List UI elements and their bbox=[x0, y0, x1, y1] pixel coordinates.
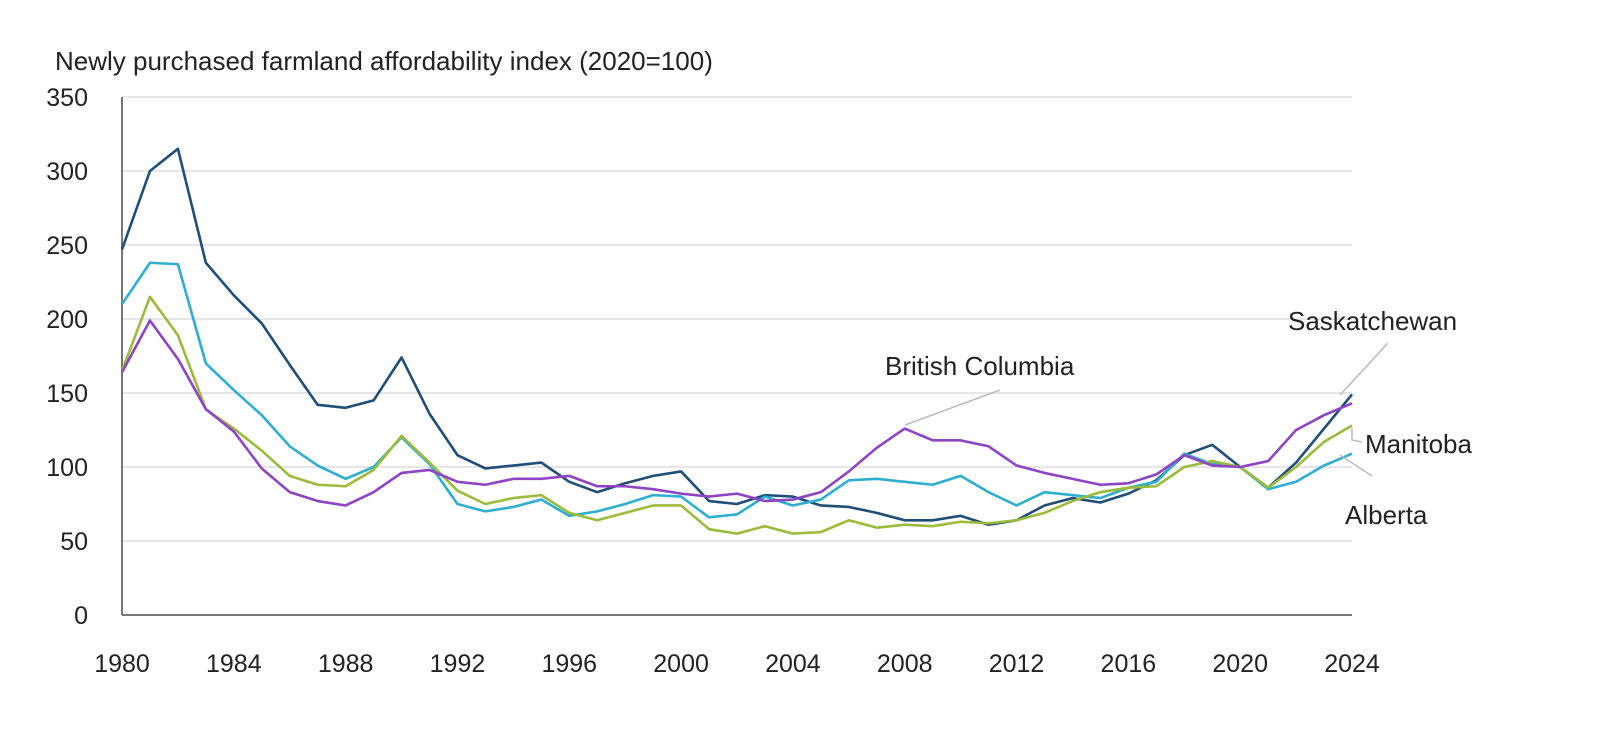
x-axis-ticks: 1980 1984 1988 1992 1996 2000 2004 2008 2012 2016… bbox=[94, 650, 1380, 678]
x-tick-label: 2008 bbox=[877, 650, 933, 678]
x-tick-label: 2016 bbox=[1101, 650, 1157, 678]
saskatchewan-label: Saskatchewan bbox=[1288, 306, 1457, 336]
alberta-leader-line bbox=[1339, 454, 1373, 477]
gridlines bbox=[122, 96, 1352, 542]
series-line-manitoba bbox=[120, 295, 1353, 535]
alberta-label: Alberta bbox=[1345, 500, 1428, 530]
y-tick-label: 350 bbox=[46, 84, 88, 112]
manitoba-leader-line bbox=[1351, 428, 1363, 443]
y-axis-ticks: 0 50 100 150 200 250 300 350 bbox=[46, 84, 88, 630]
x-tick-label: 2012 bbox=[989, 650, 1045, 678]
x-tick-label: 1980 bbox=[94, 650, 150, 678]
y-tick-label: 150 bbox=[46, 380, 88, 408]
series-lines bbox=[120, 147, 1354, 535]
y-tick-label: 200 bbox=[46, 306, 88, 334]
x-tick-label: 1996 bbox=[541, 650, 597, 678]
british-columbia-label: British Columbia bbox=[885, 351, 1075, 381]
manitoba-label: Manitoba bbox=[1365, 429, 1472, 459]
y-tick-label: 250 bbox=[46, 232, 88, 260]
british-columbia-leader-line bbox=[904, 389, 1001, 426]
y-tick-label: 300 bbox=[46, 158, 88, 186]
x-tick-label: 2020 bbox=[1212, 650, 1268, 678]
series-line-british-columbia bbox=[120, 319, 1353, 507]
y-tick-label: 0 bbox=[74, 602, 88, 630]
series-line-alberta bbox=[120, 261, 1353, 519]
y-tick-label: 100 bbox=[46, 454, 88, 482]
y-tick-label: 50 bbox=[60, 528, 88, 556]
x-tick-label: 1992 bbox=[430, 650, 486, 678]
saskatchewan-leader-line bbox=[1339, 342, 1389, 396]
series-line-saskatchewan bbox=[120, 147, 1354, 527]
chart-title: Newly purchased farmland affordability i… bbox=[55, 46, 713, 76]
x-tick-label: 1988 bbox=[318, 650, 374, 678]
x-tick-label: 2004 bbox=[765, 650, 821, 678]
x-tick-label: 2000 bbox=[653, 650, 709, 678]
x-tick-label: 1984 bbox=[206, 650, 262, 678]
x-tick-label: 2024 bbox=[1324, 650, 1380, 678]
